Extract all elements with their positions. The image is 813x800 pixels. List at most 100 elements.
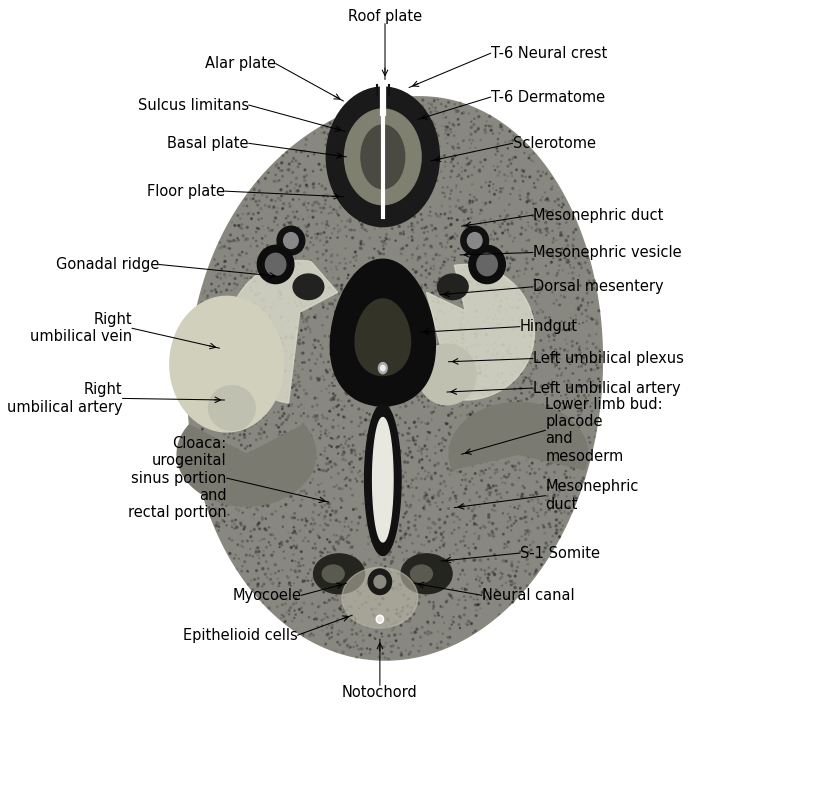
Point — [255, 586, 268, 599]
Point — [556, 402, 569, 415]
Point — [354, 465, 367, 478]
Point — [503, 340, 516, 353]
Point — [394, 201, 407, 214]
Point — [418, 308, 431, 321]
Point — [252, 177, 265, 190]
Point — [337, 335, 350, 348]
Point — [229, 398, 242, 410]
Point — [356, 213, 369, 226]
Point — [495, 121, 508, 134]
Point — [368, 496, 381, 509]
Point — [444, 219, 457, 232]
Point — [338, 411, 351, 424]
Point — [348, 259, 361, 272]
Point — [213, 335, 226, 348]
Point — [343, 642, 356, 654]
Point — [328, 594, 341, 606]
Point — [204, 415, 217, 428]
Point — [388, 147, 401, 160]
Point — [338, 602, 351, 615]
Point — [193, 406, 207, 418]
Point — [386, 624, 399, 637]
Point — [447, 338, 460, 351]
Point — [311, 227, 324, 240]
Point — [467, 593, 480, 606]
Point — [277, 545, 290, 558]
Point — [548, 466, 561, 478]
Point — [430, 564, 443, 577]
Point — [458, 214, 471, 227]
Point — [413, 378, 426, 391]
Point — [498, 283, 511, 296]
Point — [456, 393, 469, 406]
Point — [491, 290, 504, 302]
Point — [444, 170, 457, 183]
Point — [344, 474, 357, 486]
Point — [411, 125, 424, 138]
Point — [387, 179, 400, 192]
Point — [484, 213, 497, 226]
Point — [390, 204, 403, 217]
Point — [373, 310, 386, 322]
Point — [338, 634, 351, 647]
Point — [556, 191, 569, 204]
Point — [422, 394, 435, 407]
Point — [320, 578, 333, 590]
Point — [407, 358, 420, 371]
Point — [415, 110, 428, 122]
Point — [267, 353, 280, 366]
Point — [237, 308, 250, 321]
Point — [405, 478, 418, 490]
Point — [436, 610, 449, 623]
Point — [372, 138, 385, 150]
Point — [330, 146, 343, 158]
Point — [407, 434, 420, 447]
Point — [299, 514, 312, 526]
Point — [382, 548, 395, 561]
Point — [235, 353, 248, 366]
Point — [215, 446, 228, 459]
Text: Gonadal ridge: Gonadal ridge — [55, 257, 159, 272]
Point — [430, 549, 443, 562]
Point — [362, 501, 375, 514]
Point — [583, 329, 596, 342]
Point — [527, 489, 540, 502]
Point — [237, 280, 250, 293]
Point — [287, 332, 300, 345]
Point — [345, 483, 358, 496]
Point — [286, 614, 299, 627]
Point — [302, 567, 315, 580]
Point — [411, 548, 424, 561]
Point — [423, 535, 436, 548]
Point — [434, 600, 447, 613]
Point — [383, 210, 396, 223]
Point — [375, 194, 388, 206]
Point — [326, 391, 339, 404]
Point — [368, 366, 381, 378]
Point — [231, 209, 244, 222]
Point — [540, 466, 553, 479]
Point — [257, 545, 270, 558]
Point — [222, 498, 235, 510]
Point — [386, 207, 399, 220]
Point — [418, 538, 431, 551]
Point — [297, 465, 310, 478]
Point — [251, 519, 264, 532]
Point — [213, 391, 226, 404]
Point — [455, 419, 468, 432]
Point — [427, 253, 440, 266]
Point — [368, 586, 381, 598]
Point — [469, 126, 482, 138]
Point — [420, 390, 433, 402]
Point — [509, 174, 522, 187]
Point — [367, 566, 380, 578]
Point — [394, 578, 407, 591]
Point — [380, 229, 393, 242]
Point — [397, 604, 410, 617]
Point — [468, 327, 481, 340]
Point — [451, 598, 464, 611]
Point — [377, 235, 390, 248]
Point — [375, 627, 388, 640]
Point — [270, 206, 283, 218]
Point — [473, 571, 486, 584]
